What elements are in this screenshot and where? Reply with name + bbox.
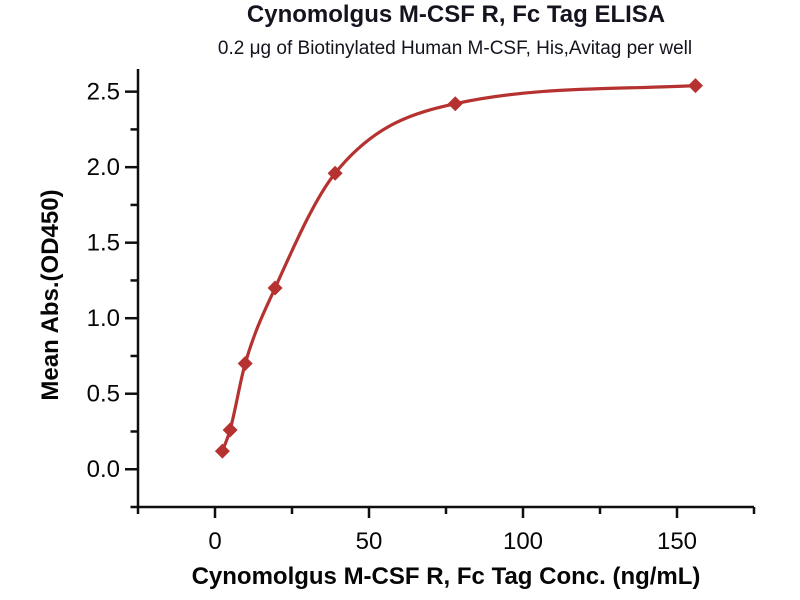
y-tick-label: 0.5 — [87, 381, 120, 408]
y-tick-label: 0.0 — [87, 456, 120, 483]
data-point-marker — [447, 96, 463, 112]
tick-marks — [125, 90, 756, 518]
axes — [136, 69, 754, 509]
data-points — [214, 78, 703, 459]
tick-labels: 0.0 0.5 1.0 1.5 2.0 2.5 0 50 100 150 — [87, 79, 697, 555]
x-tick-label: 50 — [356, 528, 383, 555]
y-tick-label: 1.5 — [87, 230, 120, 257]
chart-subtitle: 0.2 μg of Biotinylated Human M-CSF, His,… — [217, 38, 693, 59]
y-tick-label: 2.0 — [87, 154, 120, 181]
x-tick-label: 150 — [657, 528, 697, 555]
data-point-marker — [327, 165, 343, 181]
chart-title: Cynomolgus M-CSF R, Fc Tag ELISA — [246, 1, 666, 28]
x-axis-label: Cynomolgus M-CSF R, Fc Tag Conc. (ng/mL) — [191, 563, 701, 590]
y-axis-label: Mean Abs.(OD450) — [37, 189, 64, 401]
data-point-marker — [222, 422, 238, 438]
x-tick-label: 0 — [208, 528, 221, 555]
data-point-marker — [687, 78, 703, 94]
data-point-marker — [267, 280, 283, 296]
data-point-marker — [237, 356, 253, 372]
y-tick-label: 2.5 — [87, 79, 120, 106]
fit-curve — [220, 84, 696, 452]
y-tick-label: 1.0 — [87, 305, 120, 332]
data-point-marker — [214, 443, 230, 459]
x-tick-label: 100 — [503, 528, 543, 555]
